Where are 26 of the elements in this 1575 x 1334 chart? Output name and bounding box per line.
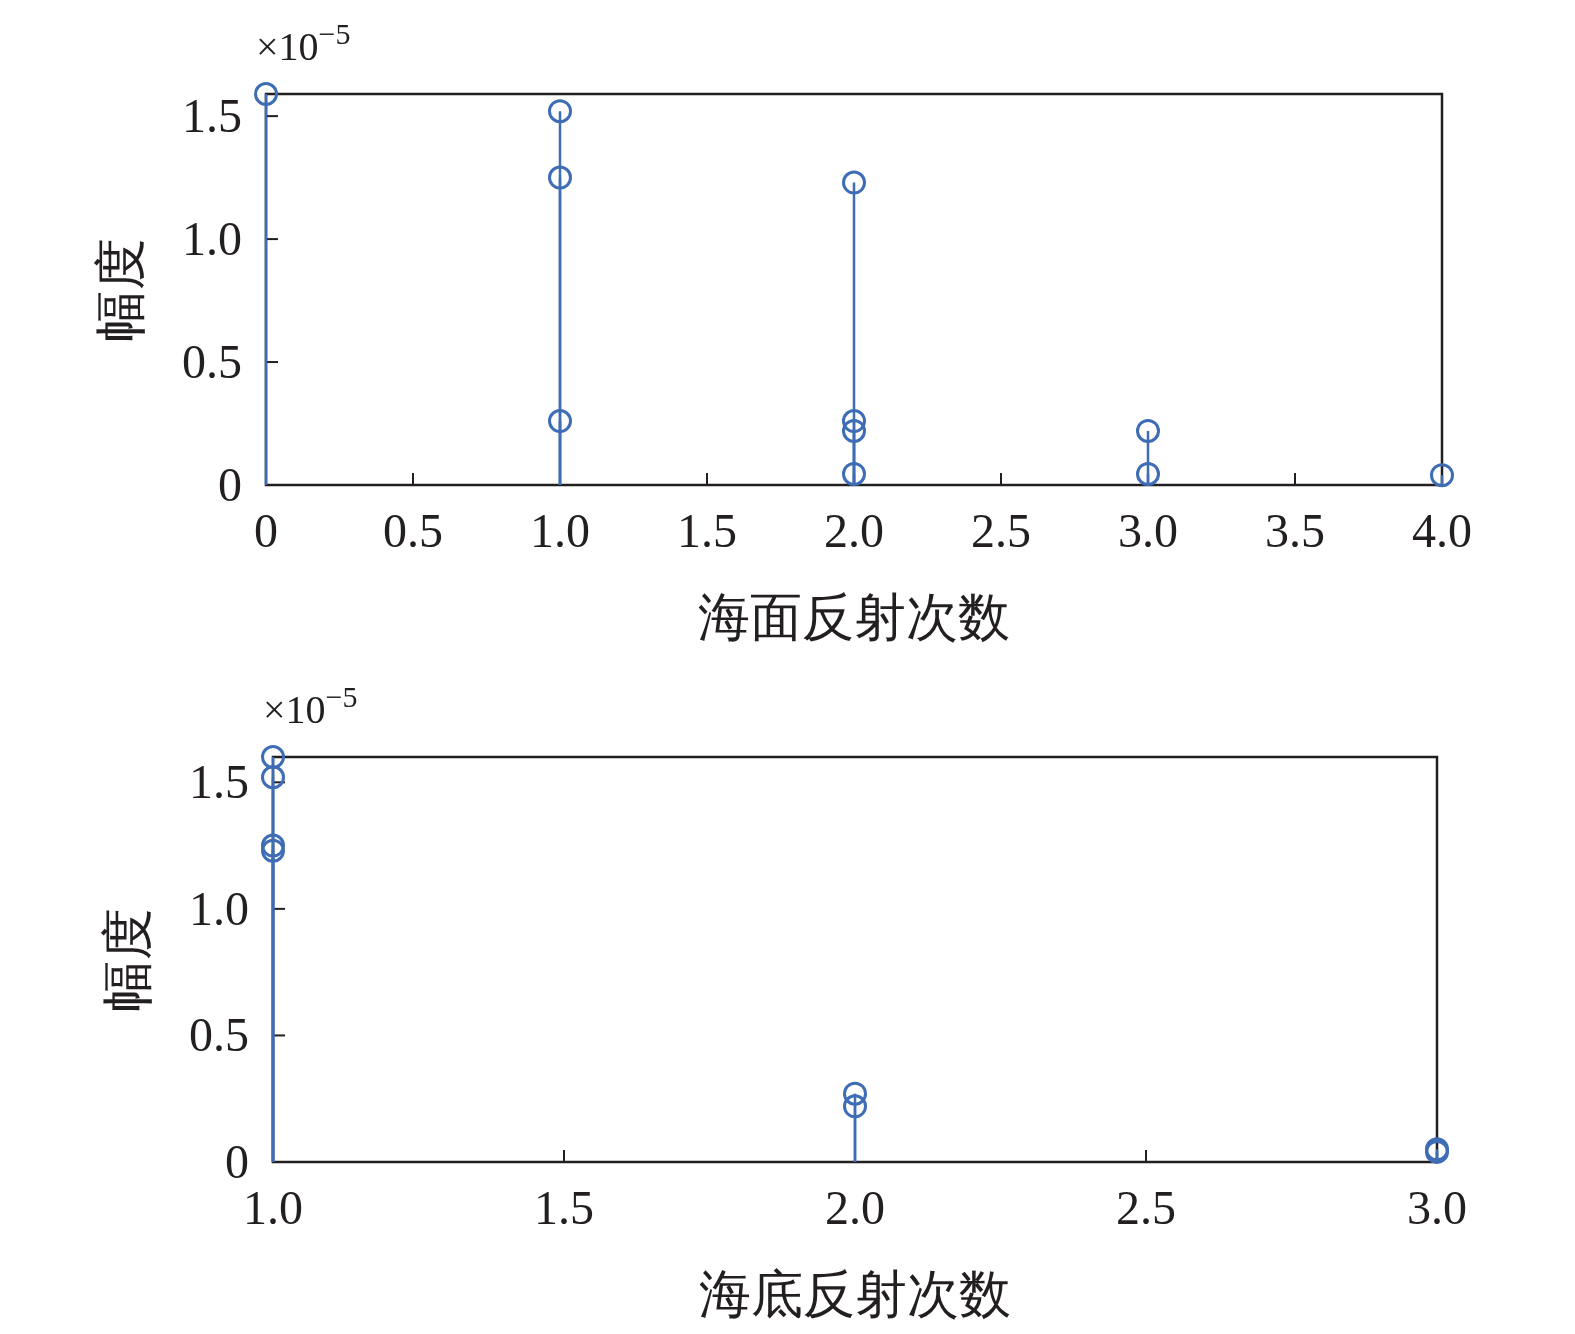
x-tick-label: 2.5	[971, 504, 1031, 557]
y-tick-label: 0	[218, 458, 242, 511]
x-tick-label: 2.0	[824, 504, 884, 557]
y-tick-label: 1.5	[182, 89, 242, 143]
y-tick-label: 0	[225, 1135, 249, 1188]
x-tick-label: 0.5	[383, 504, 443, 557]
x-tick-label: 1.5	[677, 504, 737, 557]
x-tick-label: 2.5	[1116, 1181, 1176, 1234]
y-axis-title: 幅度	[99, 907, 156, 1012]
x-tick-label: 1.0	[530, 504, 590, 557]
x-tick-label: 3.0	[1118, 504, 1178, 557]
text: ×10$^{−5}$	[256, 16, 351, 69]
x-axis-title: 海底反射次数	[699, 1266, 1011, 1323]
x-tick-label: 2.0	[825, 1181, 885, 1234]
y-tick-label: 1.0	[182, 212, 242, 266]
y-tick-label: 0.5	[189, 1008, 249, 1062]
x-tick-label: 4.0	[1412, 504, 1472, 557]
y-tick-label: 1.0	[189, 881, 249, 935]
y-axis-title: 幅度	[92, 237, 149, 342]
x-axis-title: 海面反射次数	[698, 589, 1010, 646]
x-tick-label: 1.5	[534, 1181, 594, 1234]
y-tick-label: 0.5	[182, 335, 242, 389]
x-tick-label: 3.5	[1265, 504, 1325, 557]
y-tick-label: 1.5	[189, 755, 249, 809]
text: ×10$^{−5}$	[263, 679, 358, 732]
x-tick-label: 3.0	[1407, 1181, 1467, 1234]
